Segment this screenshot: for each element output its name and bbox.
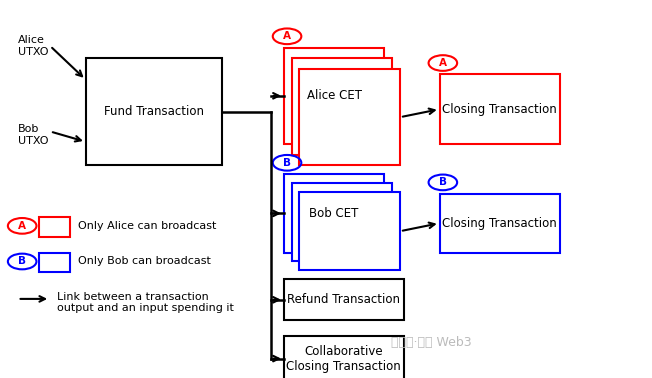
- Text: Closing Transaction: Closing Transaction: [442, 217, 557, 230]
- Text: 公众号·极客 Web3: 公众号·极客 Web3: [391, 336, 471, 349]
- Text: Only Bob can broadcast: Only Bob can broadcast: [78, 257, 211, 266]
- Text: Alice
UTXO: Alice UTXO: [18, 35, 48, 57]
- Text: B: B: [439, 177, 447, 187]
- Text: Fund Transaction: Fund Transaction: [104, 105, 204, 118]
- Text: Link between a transaction
output and an input spending it: Link between a transaction output and an…: [57, 292, 233, 313]
- Text: A: A: [283, 31, 291, 41]
- Bar: [39, 253, 70, 272]
- Bar: [299, 192, 400, 270]
- Text: A: A: [439, 58, 447, 68]
- Text: B: B: [283, 158, 291, 168]
- Text: Bob CET: Bob CET: [310, 207, 359, 220]
- Bar: [299, 69, 400, 165]
- Bar: [284, 279, 404, 320]
- Bar: [439, 74, 559, 144]
- Bar: [284, 174, 385, 253]
- Text: Closing Transaction: Closing Transaction: [442, 103, 557, 116]
- Text: Collaborative
Closing Transaction: Collaborative Closing Transaction: [286, 345, 401, 373]
- Bar: [284, 336, 404, 378]
- Bar: [291, 183, 393, 262]
- Bar: [284, 48, 385, 144]
- Text: Only Alice can broadcast: Only Alice can broadcast: [78, 221, 216, 231]
- Bar: [86, 58, 222, 165]
- Text: A: A: [18, 221, 26, 231]
- Bar: [39, 217, 70, 237]
- Text: Refund Transaction: Refund Transaction: [288, 293, 400, 306]
- Bar: [439, 194, 559, 253]
- Text: B: B: [18, 257, 26, 266]
- Text: Alice CET: Alice CET: [306, 89, 362, 102]
- Text: Bob
UTXO: Bob UTXO: [18, 124, 48, 146]
- Bar: [291, 58, 393, 155]
